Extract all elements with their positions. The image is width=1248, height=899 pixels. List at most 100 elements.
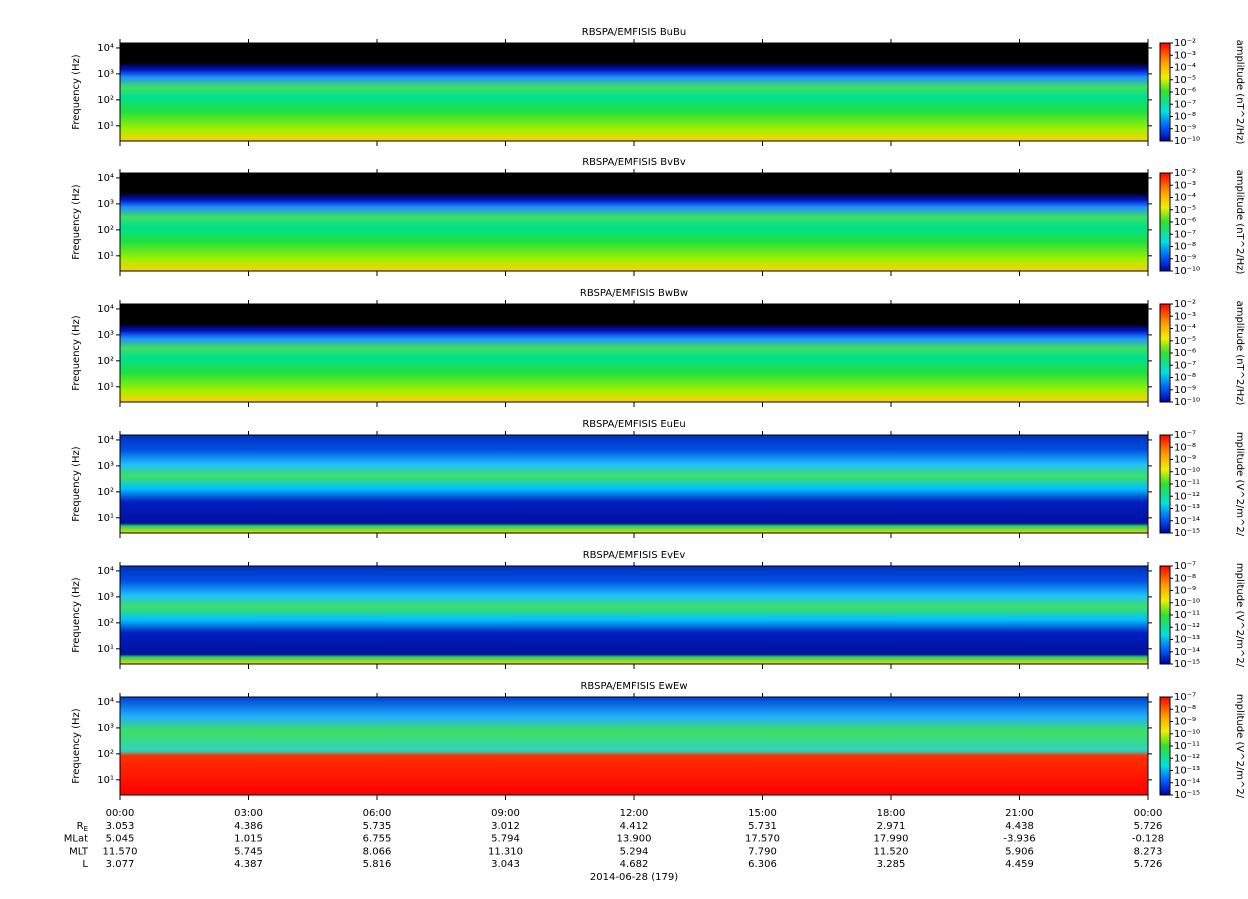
colorbar-tick-label: 10⁻⁷ [1174, 561, 1196, 572]
colorbar-label: mplitude (V^2/m^2/ [1234, 432, 1245, 537]
x-tick-label: 00:00 [1134, 808, 1163, 819]
ephemeris-value: 5.816 [363, 859, 392, 870]
y-tick-label: 10² [97, 95, 114, 106]
panel-title: RBSPA/EMFISIS BuBu [582, 27, 686, 38]
spectrogram-image [120, 173, 1148, 271]
ephemeris-value: 5.731 [748, 821, 777, 832]
y-tick-label: 10¹ [97, 775, 114, 786]
y-axis-label: Frequency (Hz) [71, 577, 82, 653]
y-tick-label: 10² [97, 487, 114, 498]
colorbar-tick-label: 10⁻¹² [1174, 622, 1200, 633]
y-tick-label: 10² [97, 356, 114, 367]
ephemeris-value: 13.900 [617, 834, 652, 845]
y-tick-label: 10³ [97, 330, 114, 341]
y-tick-label: 10⁴ [97, 43, 114, 54]
ephemeris-value: 2.971 [877, 821, 906, 832]
ephemeris-value: 3.012 [491, 821, 520, 832]
colorbar-tick-label: 10⁻⁵ [1174, 75, 1196, 86]
y-tick-label: 10¹ [97, 121, 114, 132]
colorbar-label: mplitude (V^2/m^2/ [1234, 563, 1245, 668]
ephemeris-value: 11.570 [103, 846, 138, 857]
colorbar-tick-label: 10⁻⁸ [1174, 373, 1196, 384]
colorbar-tick-label: 10⁻⁸ [1174, 704, 1196, 715]
ephemeris-value: 4.682 [620, 859, 649, 870]
colorbar-tick-label: 10⁻⁷ [1174, 360, 1196, 371]
y-tick-label: 10³ [97, 592, 114, 603]
ephemeris-value: 3.077 [106, 859, 135, 870]
spectrogram-image [120, 435, 1148, 533]
ephemeris-value: 3.285 [877, 859, 906, 870]
y-tick-label: 10⁴ [97, 173, 114, 184]
colorbar-tick-label: 10⁻² [1174, 168, 1196, 179]
colorbar-tick-label: 10⁻⁶ [1174, 87, 1196, 98]
ephemeris-value: 5.794 [491, 834, 520, 845]
ephemeris-value: 3.043 [491, 859, 520, 870]
spectrogram-image [120, 697, 1148, 795]
colorbar-label: amplitude (nT^2/Hz) [1234, 40, 1245, 145]
panel-title: RBSPA/EMFISIS BvBv [582, 157, 686, 168]
ephemeris-value: 7.790 [748, 846, 777, 857]
colorbar-tick-label: 10⁻⁴ [1174, 63, 1196, 74]
colorbar-tick-label: 10⁻¹¹ [1174, 610, 1200, 621]
ephemeris-label-text: MLat [64, 834, 88, 845]
ephemeris-value: 5.726 [1134, 859, 1163, 870]
colorbar-tick-label: 10⁻¹⁴ [1174, 778, 1200, 789]
colorbar-tick-label: 10⁻⁹ [1174, 124, 1196, 135]
y-tick-label: 10¹ [97, 382, 114, 393]
colorbar-tick-label: 10⁻¹⁰ [1174, 467, 1200, 478]
ephemeris-value: 3.053 [106, 821, 135, 832]
ephemeris-value: 5.294 [620, 846, 649, 857]
y-tick-label: 10² [97, 749, 114, 760]
colorbar-label: mplitude (V^2/m^2/ [1234, 694, 1245, 799]
y-tick-label: 10¹ [97, 251, 114, 262]
y-axis-label: Frequency (Hz) [71, 54, 82, 130]
colorbar-tick-label: 10⁻⁶ [1174, 217, 1196, 228]
spectrogram-image [120, 566, 1148, 664]
y-tick-label: 10² [97, 618, 114, 629]
y-axis-label: Frequency (Hz) [71, 315, 82, 391]
colorbar-tick-label: 10⁻¹⁵ [1174, 528, 1200, 539]
panel-title: RBSPA/EMFISIS EuEu [582, 419, 685, 430]
ephemeris-value: 6.306 [748, 859, 777, 870]
colorbar-tick-label: 10⁻¹⁵ [1174, 790, 1200, 801]
x-axis-label: 2014-06-28 (179) [590, 872, 678, 883]
ephemeris-value: 5.735 [363, 821, 392, 832]
x-tick-label: 15:00 [748, 808, 777, 819]
colorbar-tick-label: 10⁻¹¹ [1174, 741, 1200, 752]
ephemeris-value: 4.412 [620, 821, 649, 832]
colorbar-tick-label: 10⁻⁷ [1174, 229, 1196, 240]
x-tick-label: 12:00 [620, 808, 649, 819]
y-tick-label: 10⁴ [97, 304, 114, 315]
y-tick-label: 10⁴ [97, 697, 114, 708]
colorbar-tick-label: 10⁻¹² [1174, 491, 1200, 502]
colorbar-tick-label: 10⁻⁴ [1174, 193, 1196, 204]
spectrogram-image [120, 304, 1148, 402]
colorbar-tick-label: 10⁻⁷ [1174, 99, 1196, 110]
colorbar-tick-label: 10⁻¹³ [1174, 635, 1200, 646]
ephemeris-value: 8.273 [1134, 846, 1163, 857]
colorbar-tick-label: 10⁻⁵ [1174, 205, 1196, 216]
ephemeris-label: MLT [69, 846, 89, 857]
colorbar [1159, 42, 1171, 142]
colorbar-tick-label: 10⁻⁹ [1174, 385, 1196, 396]
colorbar-tick-label: 10⁻⁹ [1174, 455, 1196, 466]
colorbar-tick-label: 10⁻¹² [1174, 753, 1200, 764]
colorbar-tick-label: 10⁻⁴ [1174, 324, 1196, 335]
y-tick-label: 10³ [97, 199, 114, 210]
colorbar-label: amplitude (nT^2/Hz) [1234, 301, 1245, 406]
ephemeris-label-text: R [77, 821, 84, 832]
colorbar-tick-label: 10⁻³ [1174, 311, 1196, 322]
ephemeris-value: 17.570 [745, 834, 780, 845]
colorbar [1159, 696, 1171, 796]
ephemeris-label-sub: E [84, 825, 88, 833]
colorbar-tick-label: 10⁻⁵ [1174, 336, 1196, 347]
y-tick-label: 10¹ [97, 644, 114, 655]
ephemeris-label: RE [77, 821, 88, 833]
colorbar-label: amplitude (nT^2/Hz) [1234, 170, 1245, 275]
ephemeris-value: 5.726 [1134, 821, 1163, 832]
ephemeris-label-text: L [82, 859, 88, 870]
panel-title: RBSPA/EMFISIS EwEw [580, 681, 687, 692]
colorbar-tick-label: 10⁻¹⁰ [1174, 266, 1200, 277]
ephemeris-value: 8.066 [363, 846, 392, 857]
